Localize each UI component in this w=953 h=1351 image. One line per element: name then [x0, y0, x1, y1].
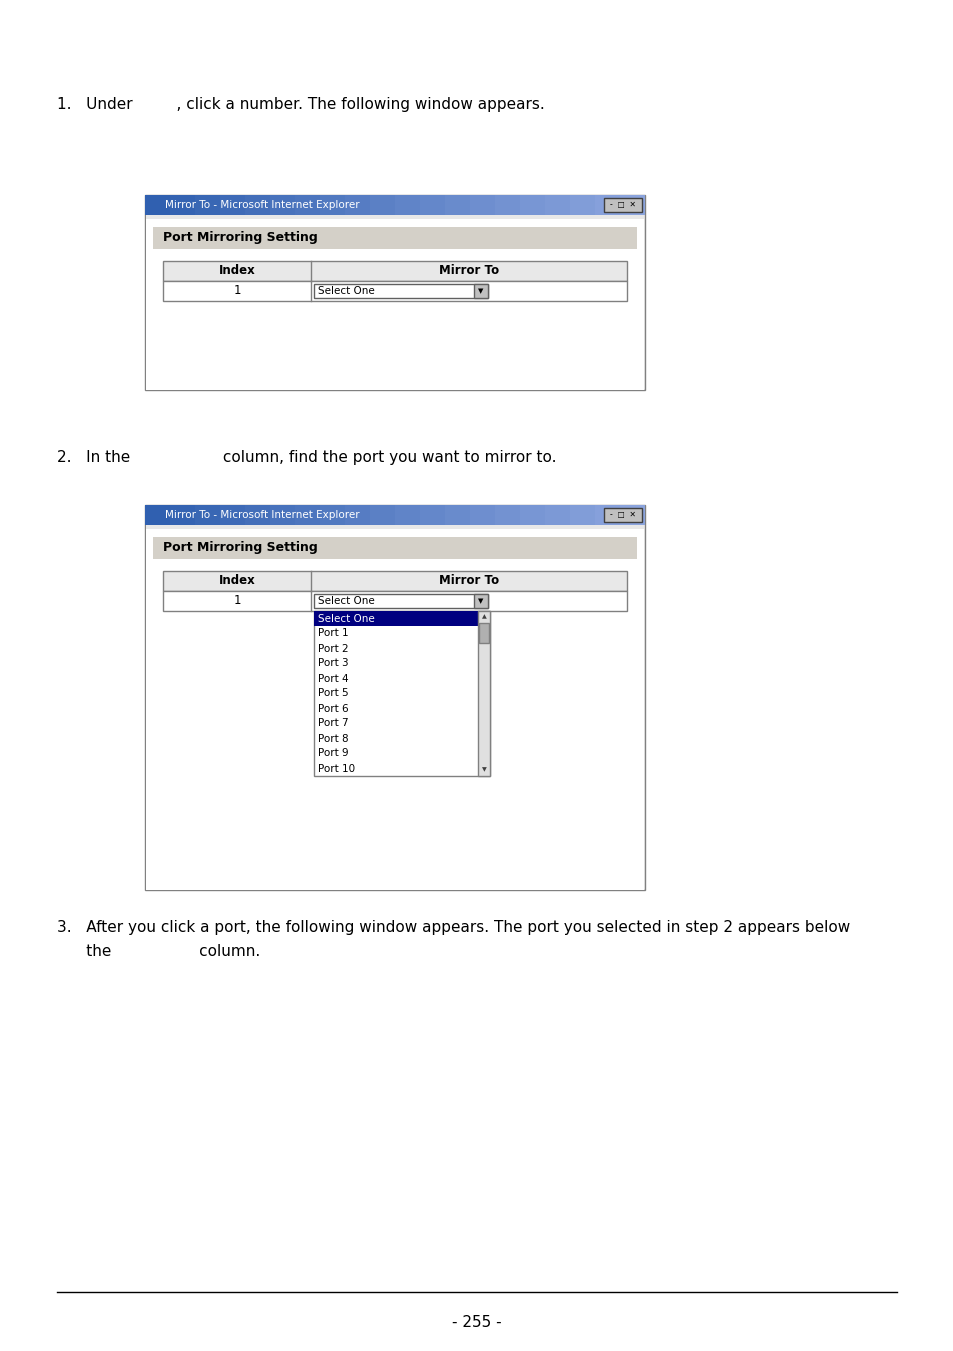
Text: -  □  ✕: - □ ✕: [609, 511, 636, 520]
Bar: [319, 195, 345, 215]
Text: ▼: ▼: [477, 598, 483, 604]
Bar: [145, 505, 170, 526]
Bar: [314, 611, 477, 626]
Bar: [444, 195, 470, 215]
Text: ▼: ▼: [481, 767, 486, 773]
Text: Mirror To - Microsoft Internet Explorer: Mirror To - Microsoft Internet Explorer: [165, 200, 359, 209]
Bar: [146, 530, 643, 890]
Text: Mirror To - Microsoft Internet Explorer: Mirror To - Microsoft Internet Explorer: [165, 509, 359, 520]
Bar: [569, 505, 595, 526]
Text: Port 8: Port 8: [318, 734, 349, 743]
Text: Port 2: Port 2: [318, 643, 349, 654]
Bar: [419, 505, 444, 526]
Bar: [145, 195, 644, 390]
Text: 2.   In the                   column, find the port you want to mirror to.: 2. In the column, find the port you want…: [57, 450, 556, 465]
Text: Port 10: Port 10: [318, 763, 355, 774]
Bar: [470, 505, 495, 526]
Text: ▲: ▲: [481, 615, 486, 620]
Text: 1: 1: [233, 285, 241, 297]
Text: Port 4: Port 4: [318, 674, 349, 684]
Bar: [294, 505, 319, 526]
Text: Port 5: Port 5: [318, 689, 349, 698]
Text: 1.   Under         , click a number. The following window appears.: 1. Under , click a number. The following…: [57, 97, 544, 112]
Bar: [345, 505, 370, 526]
Text: Select One: Select One: [318, 613, 375, 624]
Bar: [146, 526, 643, 530]
Bar: [220, 195, 245, 215]
Bar: [163, 281, 626, 301]
Text: Port 6: Port 6: [318, 704, 349, 713]
Text: - 255 -: - 255 -: [452, 1315, 501, 1329]
Text: Port Mirroring Setting: Port Mirroring Setting: [163, 542, 317, 554]
Bar: [152, 227, 637, 249]
Text: Select One: Select One: [318, 596, 375, 607]
Bar: [270, 195, 294, 215]
Bar: [314, 594, 488, 608]
Bar: [495, 195, 519, 215]
Bar: [245, 505, 270, 526]
Bar: [146, 215, 643, 219]
Bar: [370, 195, 395, 215]
Bar: [146, 219, 643, 390]
Text: Port 3: Port 3: [318, 658, 349, 669]
Text: 1: 1: [233, 594, 241, 608]
Bar: [314, 284, 488, 299]
Text: Port 9: Port 9: [318, 748, 349, 758]
Text: Port 7: Port 7: [318, 719, 349, 728]
Bar: [152, 536, 637, 559]
Text: Index: Index: [218, 265, 255, 277]
Bar: [163, 261, 626, 281]
Bar: [294, 195, 319, 215]
Bar: [145, 505, 644, 890]
Bar: [345, 195, 370, 215]
Bar: [495, 505, 519, 526]
Bar: [470, 195, 495, 215]
Text: Select One: Select One: [318, 286, 375, 296]
Bar: [595, 505, 619, 526]
Bar: [444, 505, 470, 526]
Bar: [314, 611, 490, 775]
Bar: [163, 590, 626, 611]
Bar: [619, 195, 644, 215]
Text: the                  column.: the column.: [57, 944, 260, 959]
Text: Mirror To: Mirror To: [438, 574, 498, 588]
Bar: [245, 195, 270, 215]
Bar: [595, 195, 619, 215]
Text: Port Mirroring Setting: Port Mirroring Setting: [163, 231, 317, 245]
Text: -  □  ✕: - □ ✕: [609, 200, 636, 209]
Bar: [395, 505, 419, 526]
Bar: [544, 505, 569, 526]
Bar: [519, 195, 544, 215]
Bar: [619, 505, 644, 526]
Text: ▼: ▼: [477, 288, 483, 295]
Bar: [474, 284, 488, 299]
Bar: [270, 505, 294, 526]
Bar: [163, 571, 626, 590]
Text: Index: Index: [218, 574, 255, 588]
Bar: [478, 623, 489, 643]
Text: Mirror To: Mirror To: [438, 265, 498, 277]
Bar: [603, 508, 641, 521]
Bar: [603, 199, 641, 212]
Text: Port 1: Port 1: [318, 628, 349, 639]
Bar: [170, 505, 194, 526]
Bar: [145, 195, 170, 215]
Bar: [419, 195, 444, 215]
Bar: [395, 195, 419, 215]
Bar: [569, 195, 595, 215]
Bar: [220, 505, 245, 526]
Bar: [477, 611, 490, 775]
Text: 3.   After you click a port, the following window appears. The port you selected: 3. After you click a port, the following…: [57, 920, 849, 935]
Bar: [519, 505, 544, 526]
Bar: [370, 505, 395, 526]
Bar: [170, 195, 194, 215]
Bar: [474, 594, 488, 608]
Bar: [319, 505, 345, 526]
Bar: [544, 195, 569, 215]
Bar: [194, 505, 220, 526]
Bar: [194, 195, 220, 215]
